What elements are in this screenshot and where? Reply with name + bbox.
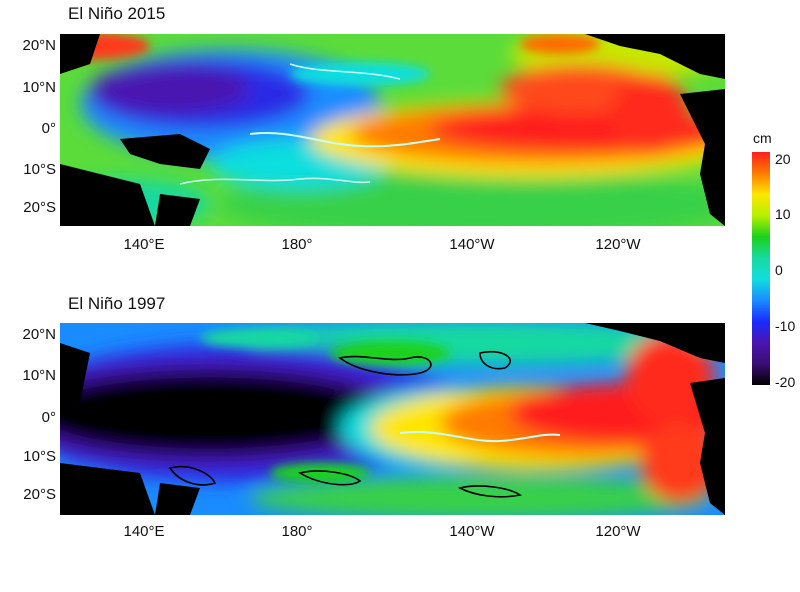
colorbar-tick: -10 <box>775 318 796 334</box>
lat-label: 20°S <box>23 486 56 503</box>
lat-label: 10°S <box>23 161 56 178</box>
lon-label: 180° <box>281 236 313 253</box>
panel-title-1997: El Niño 1997 <box>68 294 166 313</box>
colorbar-tick: 10 <box>775 206 791 222</box>
lon-label: 140°E <box>123 236 165 253</box>
lat-label: 20°N <box>22 326 56 343</box>
sea-level-map-2015 <box>60 34 725 226</box>
lat-label: 20°S <box>23 199 56 216</box>
lat-label: 10°N <box>22 79 56 96</box>
lon-label: 120°W <box>595 236 641 253</box>
lat-label: 10°S <box>23 448 56 465</box>
colorbar-unit: cm <box>753 130 772 146</box>
lat-label: 20°N <box>22 37 56 54</box>
colorbar <box>752 152 770 385</box>
lat-label: 0° <box>41 120 56 137</box>
lon-label: 120°W <box>595 523 641 540</box>
panel-title-2015: El Niño 2015 <box>68 4 166 23</box>
lon-label: 180° <box>281 523 313 540</box>
colorbar-tick: 0 <box>775 262 783 278</box>
colorbar-tick: 20 <box>775 151 791 167</box>
lat-label: 0° <box>41 409 56 426</box>
colorbar-tick: -20 <box>775 374 796 390</box>
lat-label: 10°N <box>22 367 56 384</box>
sea-level-map-1997 <box>60 323 725 515</box>
lon-label: 140°E <box>123 523 165 540</box>
lon-label: 140°W <box>449 523 495 540</box>
lon-label: 140°W <box>449 236 495 253</box>
